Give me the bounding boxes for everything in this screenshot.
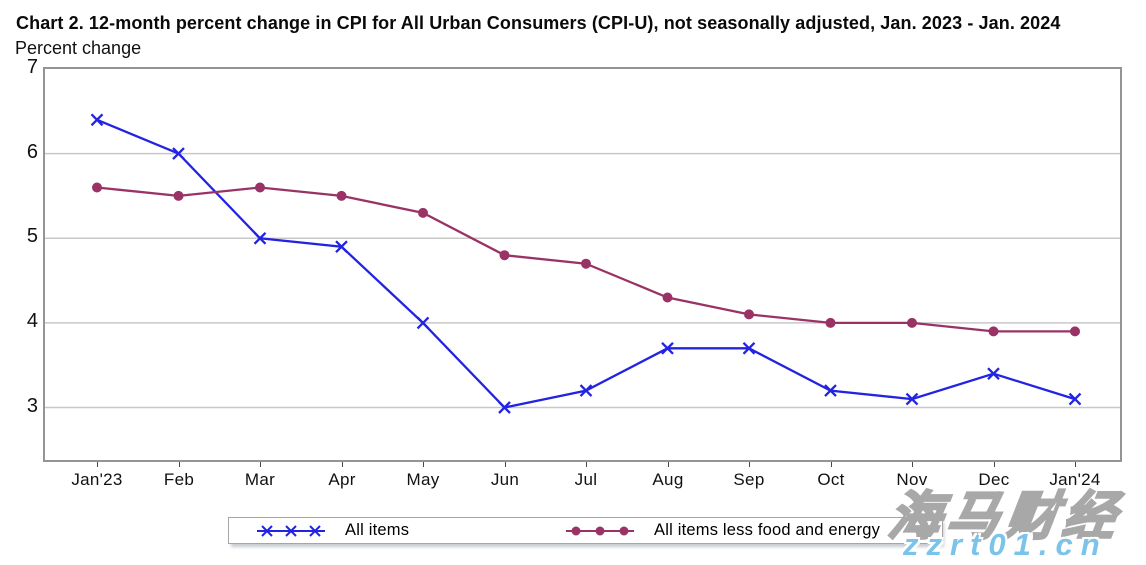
y-axis-tick-label: 7 [26,56,38,78]
plot-area [43,67,1122,462]
all-items-line-sample-icon [257,524,325,537]
x-axis-tick-label: Jul [574,470,598,489]
x-axis-tick [994,462,995,467]
line-chart-svg [45,113,1120,414]
y-axis-tick-label: 6 [26,140,38,163]
chart-title: Chart 2. 12-month percent change in CPI … [16,13,1061,33]
y-axis-unit-label: Percent change [15,38,142,58]
y-axis-tick-label: 5 [26,225,38,248]
x-axis-tick-label: Nov [896,470,928,489]
x-axis-tick [749,462,750,467]
x-axis-tick [505,462,506,467]
x-axis-tick-label: Dec [978,470,1010,489]
x-axis-tick [423,462,424,467]
x-axis-tick-label: Jan'23 [71,470,123,489]
x-axis-tick [668,462,669,467]
x-axis-tick-label: Apr [328,470,356,489]
legend-label-core: All items less food and energy [654,521,881,539]
y-axis-tick-label: 3 [26,394,38,417]
x-axis-tick-label: Mar [244,470,276,489]
x-axis-tick [97,462,98,467]
x-axis-tick [260,462,261,467]
x-axis-tick-label: Jun [490,470,520,489]
x-axis-tick [831,462,832,467]
legend: All items All items less food and energy [228,517,943,544]
x-axis-tick-label: Jan'24 [1049,470,1101,489]
x-axis-tick-label: Sep [733,470,765,489]
legend-label-all-items: All items [345,521,410,539]
x-axis-tick-label: Aug [652,470,684,489]
x-axis-tick-label: Oct [817,470,845,489]
x-axis-tick [586,462,587,467]
core-line-sample-icon [566,526,634,535]
x-axis-tick [912,462,913,467]
y-axis-tick-label: 4 [26,309,38,332]
x-axis-tick-label: May [406,470,440,489]
x-axis-tick [179,462,180,467]
legend-item-core: All items less food and energy [566,518,880,543]
x-axis-tick [342,462,343,467]
x-axis-tick-label: Feb [163,470,195,489]
x-axis-tick [1075,462,1076,467]
legend-item-all-items: All items [257,518,409,543]
